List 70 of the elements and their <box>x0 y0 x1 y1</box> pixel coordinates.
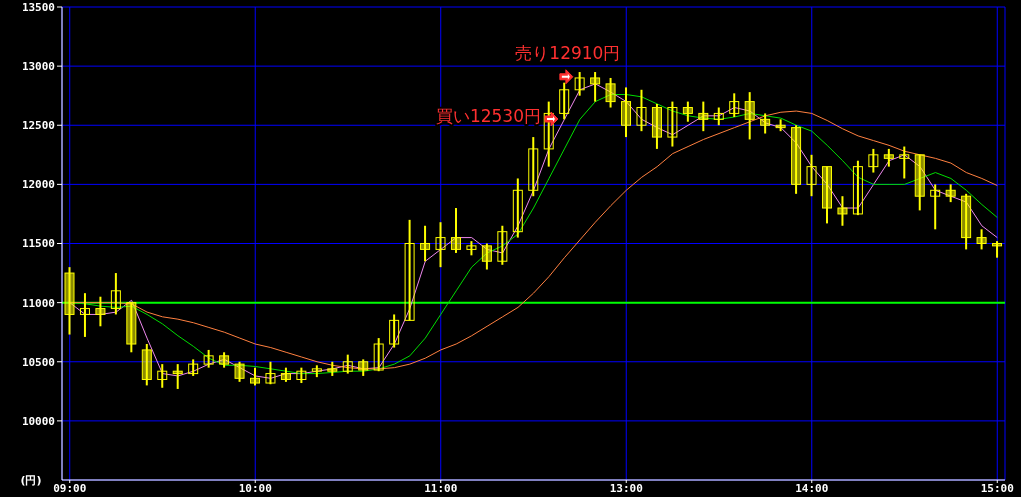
candlestick <box>280 366 291 383</box>
y-tick-label: 13000 <box>21 60 55 74</box>
candlestick <box>512 177 523 239</box>
candlestick <box>621 86 632 139</box>
candlestick <box>327 360 338 377</box>
candlestick <box>698 100 709 133</box>
candlestick <box>636 88 647 133</box>
candlestick <box>852 159 863 217</box>
candlestick <box>450 207 461 254</box>
candlestick <box>590 71 601 103</box>
candlestick <box>528 136 539 198</box>
candlestick <box>157 363 168 389</box>
candlestick <box>883 147 894 168</box>
candlestick <box>373 337 384 373</box>
candlestick <box>651 102 662 150</box>
candlestick <box>172 363 183 390</box>
candlestick <box>481 242 492 271</box>
candlestick <box>110 272 121 316</box>
x-tick-label: 14:00 <box>795 481 829 495</box>
candlestick <box>868 147 879 174</box>
candlestick <box>265 360 276 386</box>
candlestick <box>64 266 75 336</box>
y-tick-label: 12000 <box>21 178 55 192</box>
candlestick <box>141 343 152 387</box>
candlestick <box>760 112 771 135</box>
candlestick <box>992 240 1003 259</box>
candlestick <box>945 183 956 204</box>
candlestick <box>497 224 508 266</box>
candlestick <box>821 165 832 225</box>
candlestick <box>574 71 585 97</box>
x-tick-label: 11:00 <box>424 481 458 495</box>
candlestick <box>930 183 941 231</box>
candlestick <box>837 195 848 227</box>
y-tick-label: 10000 <box>21 414 55 428</box>
candlestick <box>234 360 245 383</box>
candlestick <box>420 224 431 263</box>
candlestick <box>791 124 802 195</box>
y-tick-label: 13500 <box>21 0 55 14</box>
candlestick <box>250 366 261 387</box>
candlestick <box>126 301 137 354</box>
candlestick <box>744 91 755 141</box>
candlestick <box>775 118 786 133</box>
x-tick-label: 15:00 <box>980 481 1014 495</box>
candlestick <box>404 218 415 322</box>
x-tick-label: 10:00 <box>238 481 272 495</box>
candlestick <box>79 292 90 338</box>
y-tick-label: 11000 <box>21 296 55 310</box>
candlestick <box>806 153 817 198</box>
candlestick <box>682 100 693 123</box>
candlestick <box>95 295 106 328</box>
y-tick-label: 12500 <box>21 119 55 133</box>
candlestick <box>961 192 972 251</box>
candlestick <box>543 100 554 168</box>
candlestick <box>358 358 369 377</box>
y-tick-label: 11500 <box>21 237 55 251</box>
candlestick <box>976 228 987 251</box>
y-axis-title: (円) <box>20 474 42 487</box>
candlestick <box>435 221 446 269</box>
annotation: 売り12910円 <box>515 42 621 63</box>
candlestick <box>667 100 678 148</box>
y-tick-label: 10500 <box>21 355 55 369</box>
candlestick <box>899 145 910 180</box>
x-tick-label: 09:00 <box>53 481 87 495</box>
candlestick <box>389 313 400 349</box>
candlestick <box>342 353 353 375</box>
candlestick <box>914 153 925 212</box>
candlestick <box>219 351 230 369</box>
candlestick <box>729 92 740 118</box>
x-tick-label: 13:00 <box>609 481 643 495</box>
candlestick <box>605 76 616 109</box>
